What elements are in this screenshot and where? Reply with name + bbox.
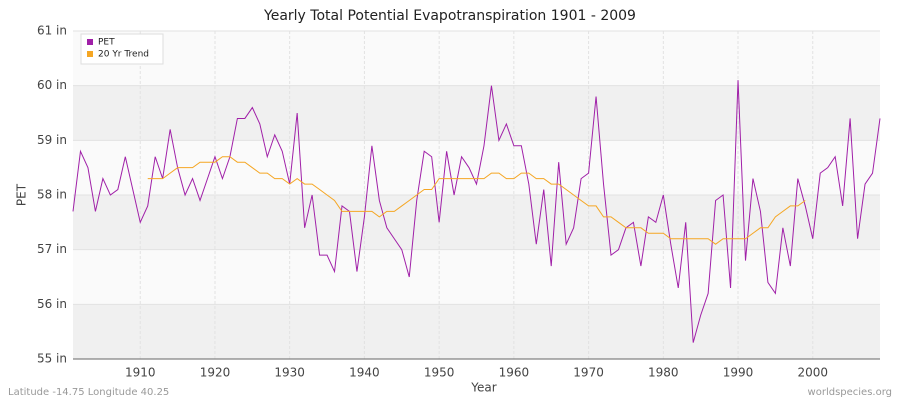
x-tick-label: 1970: [573, 366, 604, 380]
series-line: [147, 156, 806, 245]
plot-band: [73, 304, 880, 359]
y-tick-label: 59 in: [37, 133, 67, 147]
x-tick-label: 1920: [200, 366, 231, 380]
x-axis-label: Year: [470, 381, 496, 395]
footer-right: worldspecies.org: [808, 387, 892, 398]
x-tick-label: 1980: [648, 366, 679, 380]
series-line: [72, 80, 881, 343]
plot-band: [73, 195, 880, 250]
x-tick-label: 1960: [499, 366, 530, 380]
y-tick-label: 56 in: [37, 297, 67, 311]
legend-swatch: [87, 51, 93, 57]
footer-left: Latitude -14.75 Longitude 40.25: [8, 387, 169, 398]
chart-title: Yearly Total Potential Evapotranspiratio…: [263, 8, 636, 24]
y-tick-label: 57 in: [37, 242, 67, 256]
x-tick-label: 1950: [424, 366, 455, 380]
legend: PET 20 Yr Trend: [80, 33, 164, 65]
legend-label: PET: [98, 38, 115, 48]
y-axis-label: PET: [15, 183, 29, 206]
y-tick-label: 55 in: [37, 352, 67, 366]
x-tick-label: 1940: [349, 366, 380, 380]
x-tick-label: 1910: [125, 366, 156, 380]
y-tick-label: 60 in: [37, 78, 67, 92]
y-tick-label: 58 in: [37, 188, 67, 202]
y-tick-label: 61 in: [37, 24, 67, 38]
legend-box: [80, 33, 164, 65]
x-tick-label: 1990: [723, 366, 754, 380]
x-tick-label: 2000: [797, 366, 828, 380]
legend-label: 20 Yr Trend: [98, 50, 149, 60]
legend-swatch: [87, 39, 93, 45]
x-tick-label: 1930: [274, 366, 305, 380]
plot-band: [73, 85, 880, 141]
